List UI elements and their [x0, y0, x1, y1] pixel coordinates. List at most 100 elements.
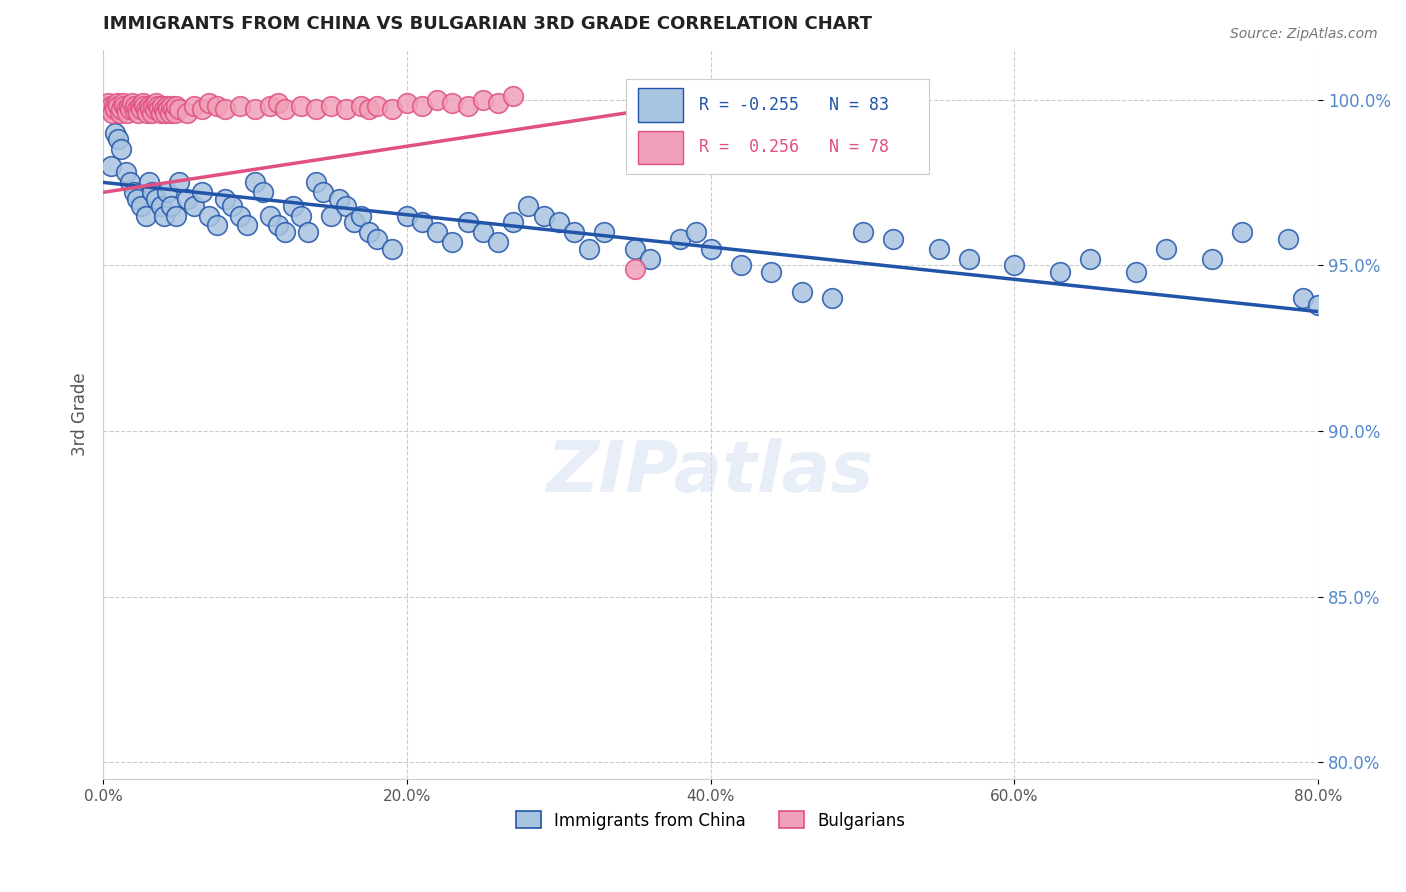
Point: [1049, 265, 1071, 279]
Point: [395, 209, 418, 223]
Point: [335, 198, 357, 212]
Point: [267, 219, 290, 233]
Point: [141, 186, 163, 200]
Point: [107, 99, 129, 113]
Point: [1004, 258, 1026, 272]
Point: [357, 103, 380, 117]
Legend: Immigrants from China, Bulgarians: Immigrants from China, Bulgarians: [509, 805, 912, 836]
Point: [381, 103, 404, 117]
Point: [125, 192, 148, 206]
Point: [127, 105, 149, 120]
Point: [623, 261, 645, 276]
Point: [328, 192, 350, 206]
Point: [761, 265, 783, 279]
Point: [122, 186, 145, 200]
Point: [145, 95, 167, 110]
Point: [156, 186, 179, 200]
Point: [852, 225, 875, 239]
Point: [297, 225, 319, 239]
Point: [366, 232, 388, 246]
Point: [214, 103, 236, 117]
Point: [107, 132, 129, 146]
Point: [97, 95, 120, 110]
Point: [312, 186, 335, 200]
Point: [229, 99, 252, 113]
Point: [243, 175, 266, 189]
Point: [426, 93, 449, 107]
Point: [167, 103, 190, 117]
Point: [441, 235, 464, 249]
Point: [104, 103, 127, 117]
Point: [117, 105, 139, 120]
Point: [183, 198, 205, 212]
Point: [110, 142, 132, 156]
Point: [153, 103, 176, 117]
Point: [259, 209, 281, 223]
Point: [502, 89, 524, 103]
Point: [101, 105, 124, 120]
Point: [290, 99, 312, 113]
Point: [486, 235, 509, 249]
Point: [125, 103, 148, 117]
Point: [229, 209, 252, 223]
Point: [441, 95, 464, 110]
Point: [110, 103, 132, 117]
Point: [623, 242, 645, 256]
Point: [148, 103, 170, 117]
Point: [502, 215, 524, 229]
Point: [108, 105, 131, 120]
Point: [118, 99, 141, 113]
Point: [638, 252, 661, 266]
Point: [149, 198, 172, 212]
Point: [129, 198, 152, 212]
Point: [98, 103, 121, 117]
Point: [547, 215, 569, 229]
Point: [335, 103, 357, 117]
Point: [145, 192, 167, 206]
Point: [138, 99, 160, 113]
Point: [120, 103, 142, 117]
Point: [381, 242, 404, 256]
Point: [198, 95, 221, 110]
Point: [790, 285, 813, 299]
Point: [274, 225, 297, 239]
Point: [411, 215, 433, 229]
Point: [1156, 242, 1178, 256]
Point: [205, 219, 228, 233]
Point: [191, 186, 214, 200]
Point: [685, 225, 707, 239]
Point: [471, 225, 494, 239]
Y-axis label: 3rd Grade: 3rd Grade: [72, 373, 89, 456]
Point: [730, 89, 752, 103]
Point: [198, 209, 221, 223]
Point: [319, 99, 342, 113]
Point: [1125, 265, 1147, 279]
Point: [517, 198, 540, 212]
Point: [162, 103, 184, 117]
Point: [1308, 298, 1330, 312]
Point: [111, 95, 134, 110]
Point: [411, 99, 433, 113]
Point: [176, 105, 198, 120]
Point: [471, 93, 494, 107]
Point: [167, 175, 190, 189]
Point: [136, 105, 159, 120]
Point: [562, 225, 585, 239]
Point: [1201, 252, 1223, 266]
Point: [163, 105, 186, 120]
Point: [143, 103, 166, 117]
Point: [142, 99, 165, 113]
Point: [103, 99, 125, 113]
Point: [141, 105, 163, 120]
Point: [1292, 292, 1315, 306]
Text: ZIPatlas: ZIPatlas: [547, 438, 875, 508]
Point: [149, 105, 172, 120]
Point: [426, 225, 449, 239]
Point: [100, 159, 122, 173]
Point: [730, 258, 752, 272]
Point: [104, 126, 127, 140]
Point: [134, 99, 156, 113]
Point: [252, 186, 274, 200]
Point: [96, 99, 118, 113]
Point: [205, 99, 228, 113]
